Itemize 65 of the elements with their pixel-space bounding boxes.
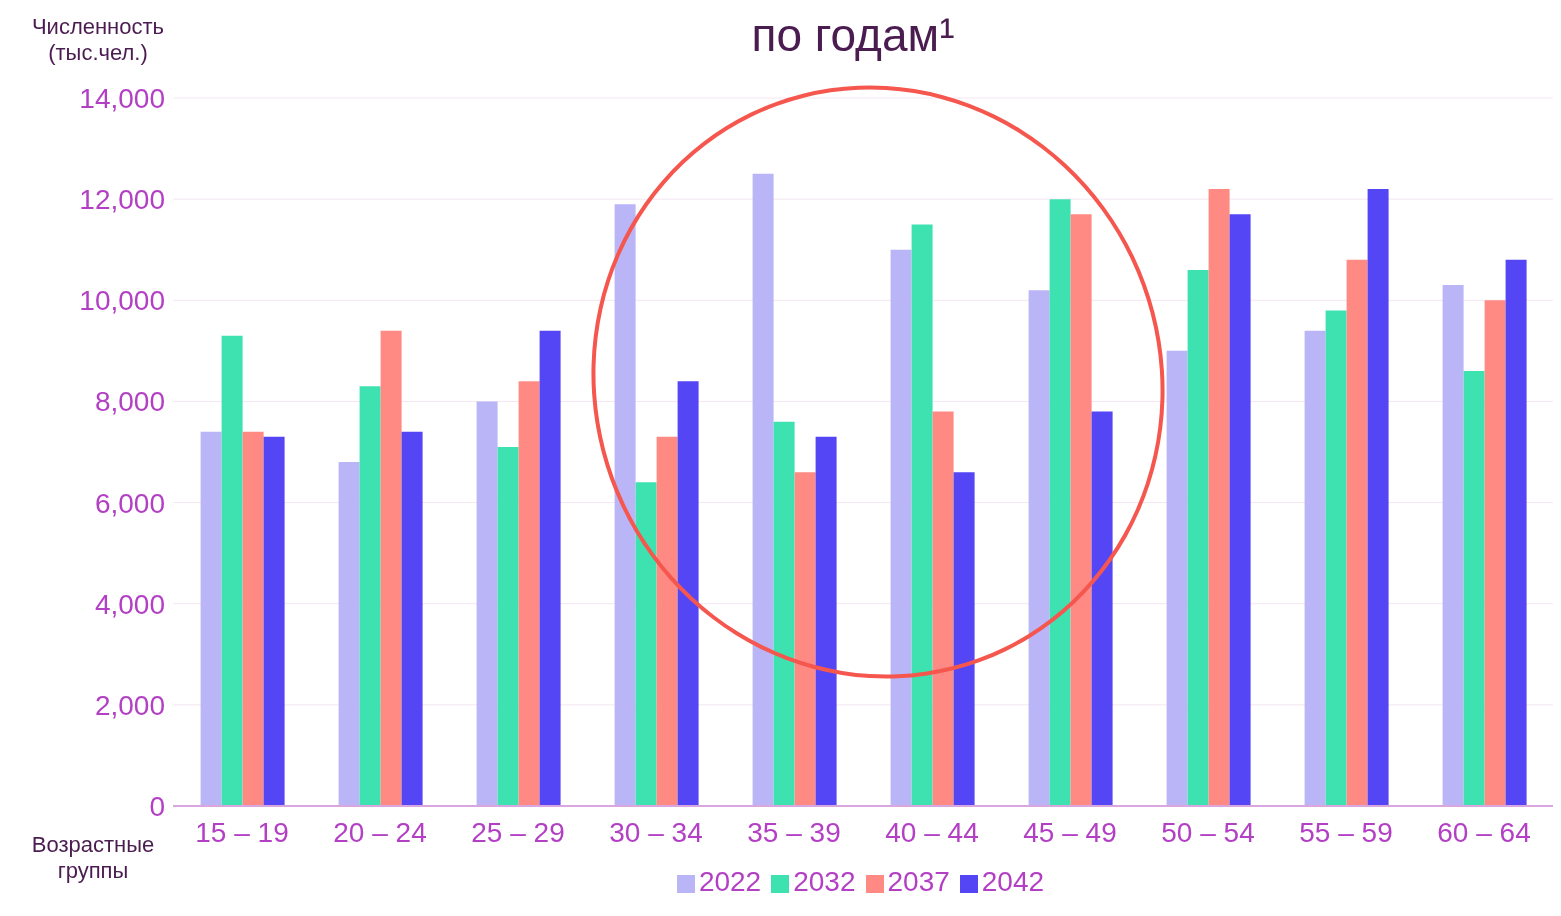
bar	[401, 431, 423, 806]
y-tick-label: 14,000	[79, 82, 165, 114]
bar	[539, 330, 561, 806]
bar	[518, 381, 540, 806]
bar	[497, 446, 519, 806]
bar	[614, 204, 636, 806]
bar	[1367, 189, 1389, 806]
bar	[1484, 300, 1506, 806]
bar	[1505, 259, 1527, 806]
bar	[221, 335, 243, 806]
x-tick-label: 50 – 54	[1161, 816, 1255, 848]
bar	[773, 421, 795, 806]
x-tick-label: 15 – 19	[195, 816, 289, 848]
bar	[380, 330, 402, 806]
x-tick-label: 35 – 39	[747, 816, 841, 848]
bar	[1325, 310, 1347, 806]
bar	[932, 411, 954, 806]
bar	[677, 381, 699, 806]
y-tick-label: 2,000	[94, 689, 165, 721]
bar	[1442, 285, 1464, 806]
bar	[815, 436, 837, 806]
bar	[1208, 189, 1230, 806]
x-tick-label: 45 – 49	[1023, 816, 1117, 848]
bar	[476, 401, 498, 806]
bar	[1187, 269, 1209, 806]
legend-label: 2037	[887, 866, 950, 897]
bar	[338, 462, 360, 806]
bar	[656, 436, 678, 806]
bar	[263, 436, 285, 806]
bar	[953, 472, 975, 806]
y-tick-label: 0	[149, 790, 165, 822]
bar	[200, 431, 222, 806]
x-axis-title: Возрастные группы	[30, 832, 156, 884]
bar	[1049, 199, 1071, 806]
y-tick-label: 4,000	[94, 588, 165, 620]
x-tick-label: 20 – 24	[333, 816, 427, 848]
bar	[1070, 214, 1092, 806]
y-tick-label: 12,000	[79, 184, 165, 216]
bar	[1463, 371, 1485, 806]
y-tick-label: 10,000	[79, 285, 165, 317]
legend-label: 2042	[981, 866, 1045, 897]
legend-label: 2022	[698, 866, 762, 897]
chart-title: по годам¹	[751, 9, 955, 61]
x-tick-label: 55 – 59	[1299, 816, 1393, 848]
bar	[635, 482, 657, 806]
y-axis-title: Численность (тыс.чел.)	[30, 14, 166, 66]
bar	[1229, 214, 1251, 806]
bar	[911, 224, 933, 806]
bar	[1166, 350, 1188, 806]
y-tick-label: 6,000	[94, 487, 165, 519]
legend-label: 2032	[793, 866, 856, 897]
x-tick-label: 40 – 44	[885, 816, 979, 848]
x-tick-label: 30 – 34	[609, 816, 703, 848]
bar	[794, 472, 816, 806]
x-tick-label: 25 – 29	[471, 816, 565, 848]
bar	[890, 249, 912, 806]
bar	[1091, 411, 1113, 806]
bar	[359, 386, 381, 806]
y-tick-label: 8,000	[94, 386, 165, 418]
bar	[752, 173, 774, 806]
x-tick-label: 60 – 64	[1437, 816, 1531, 848]
bar	[1346, 259, 1368, 806]
bar	[1028, 290, 1050, 806]
bar	[242, 431, 264, 806]
bar	[1304, 330, 1326, 806]
